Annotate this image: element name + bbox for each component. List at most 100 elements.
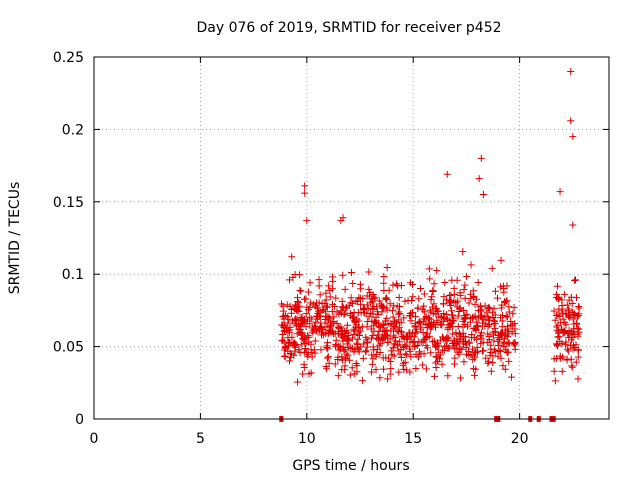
data-point — [366, 289, 374, 297]
data-point — [482, 354, 490, 362]
data-point — [411, 342, 419, 350]
data-point — [383, 296, 391, 304]
data-point — [365, 285, 373, 293]
data-point — [338, 297, 346, 305]
data-point — [376, 374, 384, 382]
data-point — [426, 275, 434, 283]
data-point — [553, 340, 561, 348]
data-point — [485, 315, 493, 323]
data-point — [288, 333, 296, 341]
data-point — [396, 310, 404, 318]
data-point — [422, 313, 430, 321]
data-point — [312, 323, 320, 331]
data-point — [389, 344, 397, 352]
data-point — [374, 310, 382, 318]
data-point — [340, 304, 348, 312]
data-point — [286, 339, 294, 347]
data-point — [433, 317, 441, 325]
data-point — [328, 285, 336, 293]
data-point — [315, 312, 323, 320]
data-point — [555, 295, 563, 303]
data-point — [498, 331, 506, 339]
data-point — [561, 341, 569, 349]
data-point — [299, 316, 307, 324]
data-point — [562, 321, 570, 329]
data-point — [510, 304, 518, 312]
data-point — [439, 335, 447, 343]
data-point — [452, 329, 460, 337]
data-point — [455, 337, 463, 345]
data-point — [363, 301, 371, 309]
data-point — [369, 305, 377, 313]
data-point — [304, 288, 312, 296]
data-point — [324, 330, 332, 338]
data-point — [494, 334, 502, 342]
data-point — [440, 300, 448, 308]
data-point — [567, 67, 575, 75]
data-point — [554, 293, 562, 301]
data-point — [339, 214, 347, 222]
data-point — [322, 289, 330, 297]
data-point — [568, 299, 576, 307]
data-point — [280, 352, 288, 360]
data-point — [415, 318, 423, 326]
data-point — [470, 293, 478, 301]
data-point — [335, 346, 343, 354]
data-point — [283, 313, 291, 321]
data-point — [334, 355, 342, 363]
data-point — [372, 366, 380, 374]
data-point — [313, 304, 321, 312]
data-point — [360, 309, 368, 317]
data-point — [306, 279, 314, 287]
data-point — [365, 313, 373, 321]
data-point — [572, 358, 580, 366]
data-point — [328, 307, 336, 315]
data-point — [441, 279, 449, 287]
data-point — [347, 269, 355, 277]
data-point — [470, 325, 478, 333]
data-point — [497, 256, 505, 264]
data-point — [332, 294, 340, 302]
data-point — [443, 315, 451, 323]
data-point — [556, 312, 564, 320]
data-point — [395, 323, 403, 331]
data-point — [563, 301, 571, 309]
data-point — [427, 308, 435, 316]
data-point — [439, 346, 447, 354]
data-point — [415, 338, 423, 346]
data-point — [386, 335, 394, 343]
data-point — [571, 277, 579, 285]
data-point — [278, 321, 286, 329]
data-point — [477, 331, 485, 339]
data-point — [460, 333, 468, 341]
data-point — [358, 377, 366, 385]
data-point — [454, 297, 462, 305]
data-point — [414, 304, 422, 312]
data-point — [553, 323, 561, 331]
data-point — [308, 348, 316, 356]
data-point — [575, 328, 583, 336]
data-point — [309, 300, 317, 308]
data-point — [412, 365, 420, 373]
data-point — [467, 350, 475, 358]
data-point — [303, 303, 311, 311]
data-point — [443, 311, 451, 319]
data-point — [446, 291, 454, 299]
data-point — [382, 331, 390, 339]
data-point — [352, 297, 360, 305]
data-point — [382, 295, 390, 303]
data-point — [471, 371, 479, 379]
data-point — [556, 354, 564, 362]
data-point — [430, 300, 438, 308]
y-axis-label: SRMTID / TECUs — [7, 182, 23, 295]
data-point — [389, 307, 397, 315]
data-point — [345, 301, 353, 309]
data-point — [474, 322, 482, 330]
data-point — [291, 343, 299, 351]
data-point — [389, 313, 397, 321]
data-point — [308, 324, 316, 332]
data-point — [439, 313, 447, 321]
data-point — [346, 371, 354, 379]
data-point — [353, 339, 361, 347]
data-point — [558, 325, 566, 333]
